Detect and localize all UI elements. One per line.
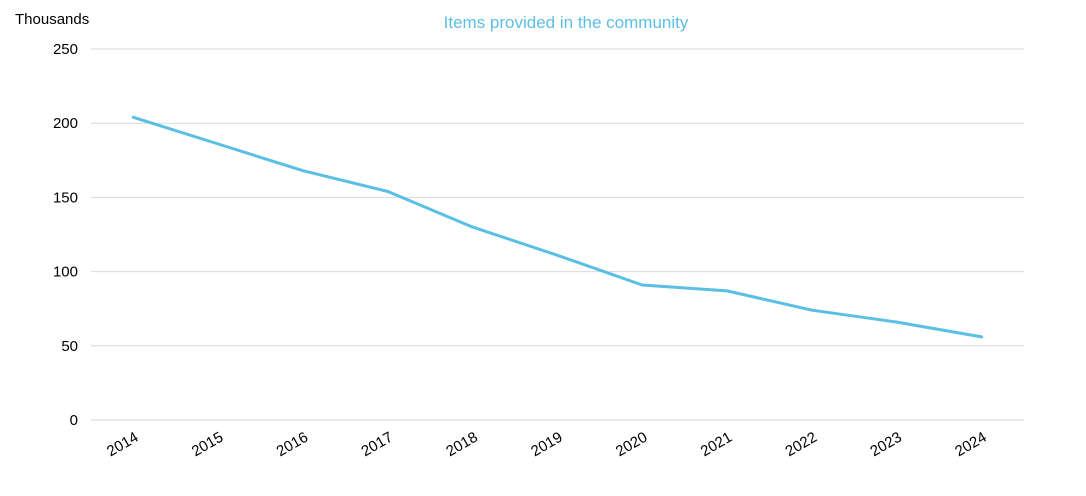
- data-point-2020: [640, 283, 644, 287]
- data-point-2021: [725, 289, 729, 293]
- data-point-2024: [980, 335, 984, 339]
- x-tick-label: 2016: [274, 429, 311, 460]
- y-tick-label: 250: [53, 41, 78, 58]
- x-tick-label: 2022: [783, 429, 820, 460]
- series-group: [131, 115, 984, 339]
- x-tick-label: 2019: [528, 429, 565, 460]
- data-point-2019: [556, 253, 559, 257]
- x-tick-label: 2015: [189, 429, 226, 460]
- y-axis-unit-label: Thousands: [15, 11, 89, 28]
- series-line: [131, 115, 984, 339]
- x-tick-label: 2024: [952, 429, 989, 460]
- gridlines: [91, 48, 1024, 421]
- y-tick-label: 50: [61, 338, 78, 355]
- data-point-2017: [386, 189, 390, 193]
- data-point-2015: [216, 142, 220, 146]
- x-tick-label: 2021: [698, 429, 735, 460]
- y-tick-label: 100: [53, 264, 78, 281]
- data-point-2016: [301, 169, 305, 173]
- data-point-2023: [895, 320, 899, 324]
- data-point-2018: [471, 225, 475, 229]
- x-axis-ticks: 2014 2015 2016 2017 2018 2019 2020 2021 2022 2023…: [104, 429, 990, 460]
- y-tick-label: 0: [70, 412, 78, 429]
- x-tick-label: 2023: [867, 429, 904, 460]
- data-point-2014: [131, 115, 135, 119]
- y-axis-ticks: 0 50 100 150 200 250: [53, 41, 78, 429]
- y-tick-label: 200: [53, 115, 78, 132]
- y-tick-label: 150: [53, 189, 78, 206]
- x-tick-label: 2017: [358, 429, 395, 460]
- data-point-2022: [810, 308, 814, 312]
- chart-title: Items provided in the community: [444, 13, 689, 32]
- x-tick-label: 2014: [104, 429, 141, 460]
- x-tick-label: 2018: [443, 429, 480, 460]
- x-tick-label: 2020: [613, 429, 650, 460]
